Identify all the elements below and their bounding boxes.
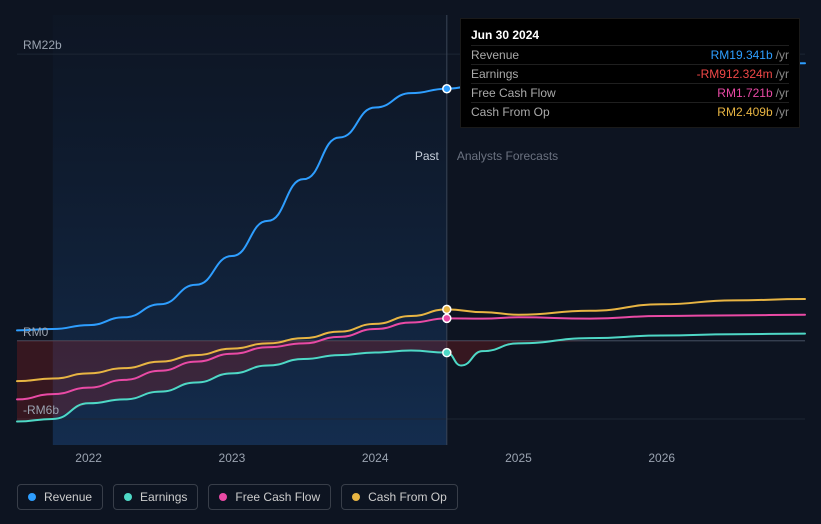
legend-label: Revenue xyxy=(44,490,92,504)
past-label: Past xyxy=(415,149,439,163)
tooltip-row-label: Earnings xyxy=(471,67,518,81)
forecast-label: Analysts Forecasts xyxy=(457,149,558,163)
x-tick-label: 2024 xyxy=(362,451,389,465)
tooltip-row-label: Cash From Op xyxy=(471,105,550,119)
tooltip-row-value-wrap: RM2.409b/yr xyxy=(717,105,789,119)
tooltip-row-unit: /yr xyxy=(776,48,789,62)
tooltip-row-label: Free Cash Flow xyxy=(471,86,556,100)
tooltip-row-value: -RM912.324m xyxy=(697,67,773,81)
legend-item-cfo[interactable]: Cash From Op xyxy=(341,484,458,510)
tooltip-row: Cash From Op RM2.409b/yr xyxy=(471,102,789,121)
legend-label: Earnings xyxy=(140,490,187,504)
tooltip: Jun 30 2024 Revenue RM19.341b/yr Earnings -… xyxy=(460,18,800,128)
tooltip-row-value-wrap: RM1.721b/yr xyxy=(717,86,789,100)
tooltip-row-value: RM2.409b xyxy=(717,105,772,119)
tooltip-row-unit: /yr xyxy=(776,105,789,119)
tooltip-row-unit: /yr xyxy=(776,86,789,100)
legend-label: Free Cash Flow xyxy=(235,490,320,504)
legend-item-revenue[interactable]: Revenue xyxy=(17,484,103,510)
x-tick-label: 2025 xyxy=(505,451,532,465)
chart-container: RM22bRM0-RM6b 20222023202420252026 Past … xyxy=(0,0,821,524)
tooltip-row-value: RM19.341b xyxy=(711,48,773,62)
tooltip-row-value-wrap: -RM912.324m/yr xyxy=(697,67,789,81)
x-tick-label: 2026 xyxy=(648,451,675,465)
x-tick-label: 2022 xyxy=(75,451,102,465)
tooltip-row-unit: /yr xyxy=(776,67,789,81)
y-tick-label: RM0 xyxy=(23,325,48,339)
tooltip-row-value-wrap: RM19.341b/yr xyxy=(711,48,789,62)
legend-item-earnings[interactable]: Earnings xyxy=(113,484,198,510)
legend-dot-icon xyxy=(124,493,132,501)
tooltip-title: Jun 30 2024 xyxy=(471,25,789,45)
legend: Revenue Earnings Free Cash Flow Cash From O… xyxy=(17,484,458,510)
y-tick-label: -RM6b xyxy=(23,403,59,417)
legend-dot-icon xyxy=(219,493,227,501)
tooltip-row-label: Revenue xyxy=(471,48,519,62)
legend-dot-icon xyxy=(28,493,36,501)
legend-item-fcf[interactable]: Free Cash Flow xyxy=(208,484,331,510)
tooltip-row: Revenue RM19.341b/yr xyxy=(471,45,789,64)
legend-dot-icon xyxy=(352,493,360,501)
tooltip-row: Earnings -RM912.324m/yr xyxy=(471,64,789,83)
tooltip-row-value: RM1.721b xyxy=(717,86,772,100)
x-tick-label: 2023 xyxy=(219,451,246,465)
legend-label: Cash From Op xyxy=(368,490,447,504)
y-tick-label: RM22b xyxy=(23,38,62,52)
tooltip-row: Free Cash Flow RM1.721b/yr xyxy=(471,83,789,102)
